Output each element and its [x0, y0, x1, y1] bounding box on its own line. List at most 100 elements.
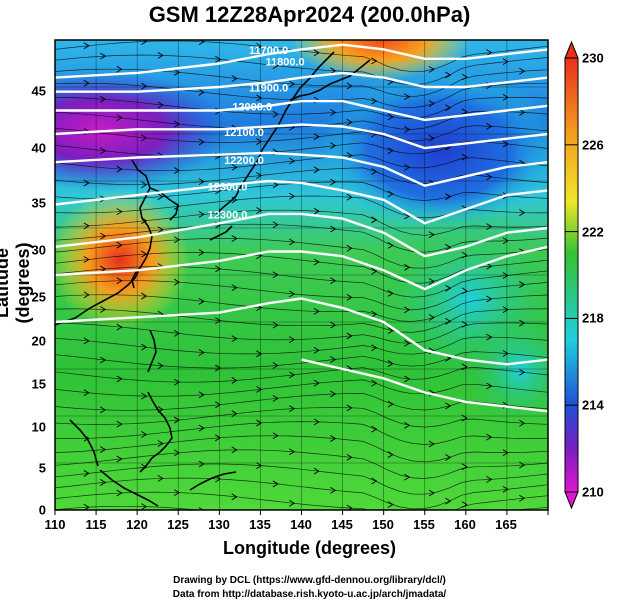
stream-arrow [198, 40, 205, 46]
stream-arrow [174, 120, 181, 128]
stream-arrow [289, 499, 296, 507]
stream-arrow [486, 122, 493, 130]
stream-arrow [330, 142, 337, 150]
x-tick-label: 140 [290, 517, 312, 532]
stream-arrow [157, 101, 164, 109]
stream-arrow [519, 109, 526, 116]
stream-arrow [272, 110, 279, 118]
stream-arrow [519, 67, 526, 75]
stream-arrow [313, 308, 320, 315]
stream-arrow [289, 192, 296, 200]
stream-arrow [141, 181, 148, 189]
stream-arrow [174, 416, 181, 424]
stream-arrow [256, 138, 263, 145]
stream-arrow [445, 193, 452, 201]
stream-arrow [461, 463, 468, 471]
stream-arrow [428, 134, 435, 142]
stream-arrow [141, 343, 148, 351]
height-contour [55, 99, 548, 122]
credit-drawing: Drawing by DCL (https://www.gfd-dennou.o… [173, 575, 446, 586]
stream-arrow [141, 392, 148, 400]
stream-arrow [371, 425, 378, 433]
stream-arrow [215, 317, 222, 324]
stream-arrow [231, 446, 238, 454]
stream-arrow [445, 317, 452, 325]
stream-arrow [314, 519, 319, 525]
stream-arrow [346, 152, 353, 159]
stream-arrow [83, 79, 90, 87]
y-tick-label: 20 [31, 333, 46, 349]
x-tick-label: 155 [413, 517, 435, 532]
y-tick-label: 40 [31, 140, 46, 156]
stream-arrow [486, 475, 493, 483]
stream-arrow [486, 223, 493, 231]
stream-arrow [289, 238, 296, 246]
stream-arrow [519, 419, 526, 427]
contour-label: 11900.0 [249, 83, 288, 95]
stream-arrow [198, 391, 205, 399]
stream-arrow [387, 360, 394, 367]
stream-arrow [116, 165, 123, 173]
y-tick-label: 25 [31, 289, 46, 305]
stream-arrow [502, 140, 509, 148]
stream-arrow [83, 389, 90, 397]
x-tick-label: 160 [454, 517, 476, 532]
stream-arrow [502, 350, 509, 357]
stream-arrow [100, 95, 107, 103]
stream-arrow [256, 207, 263, 214]
credit-data: Data from http://database.rish.kyoto-u.a… [172, 589, 447, 600]
stream-arrow [445, 284, 452, 292]
stream-arrow [330, 435, 337, 442]
stream-arrow [83, 256, 90, 263]
contour-label: 11800.0 [265, 56, 304, 68]
stream-arrow [330, 390, 337, 398]
stream-arrow [231, 410, 238, 418]
stream-arrow [486, 262, 493, 270]
colorbar [564, 40, 579, 510]
stream-arrow [289, 80, 296, 88]
y-tick-label: 30 [31, 242, 46, 258]
stream-arrow [502, 58, 509, 65]
stream-arrow [231, 377, 238, 384]
stream-arrow [313, 207, 320, 215]
stream-arrow [231, 335, 238, 342]
stream-arrow [272, 62, 279, 70]
stream-arrow [100, 232, 107, 240]
stream-arrow [371, 168, 378, 175]
grid-lines [55, 40, 548, 510]
stream-arrow [371, 216, 378, 224]
stream-arrow [404, 473, 411, 481]
stream-arrow [289, 448, 296, 456]
stream-arrow [519, 494, 526, 502]
stream-arrow [231, 163, 238, 171]
stream-arrow [198, 424, 205, 432]
stream-arrow [272, 221, 279, 229]
stream-arrow [198, 349, 205, 356]
stream-arrow [116, 65, 123, 73]
stream-arrow [445, 243, 452, 251]
stream-arrow [404, 164, 411, 171]
stream-arrow [100, 52, 107, 60]
stream-arrow [231, 493, 238, 501]
stream-arrow [486, 333, 493, 341]
stream-arrow [100, 147, 107, 155]
stream-arrow [215, 401, 222, 409]
stream-arrow [371, 344, 378, 352]
stream-arrow [428, 314, 435, 321]
stream-arrow [387, 501, 394, 508]
stream-arrow [83, 291, 90, 299]
stream-arrow [198, 88, 205, 96]
stream-arrow [330, 321, 337, 329]
stream-arrow [116, 420, 123, 428]
stream-arrow [100, 265, 107, 273]
stream-arrow [330, 277, 337, 285]
stream-arrow [445, 402, 452, 410]
stream-arrow [174, 167, 181, 174]
contour-label: 12300.0 [208, 181, 248, 193]
colorbar-label: 218 [582, 310, 604, 326]
stream-arrow [346, 193, 353, 201]
stream-arrow [371, 310, 378, 318]
height-contour [55, 179, 548, 225]
y-tick-label: 5 [38, 460, 46, 476]
